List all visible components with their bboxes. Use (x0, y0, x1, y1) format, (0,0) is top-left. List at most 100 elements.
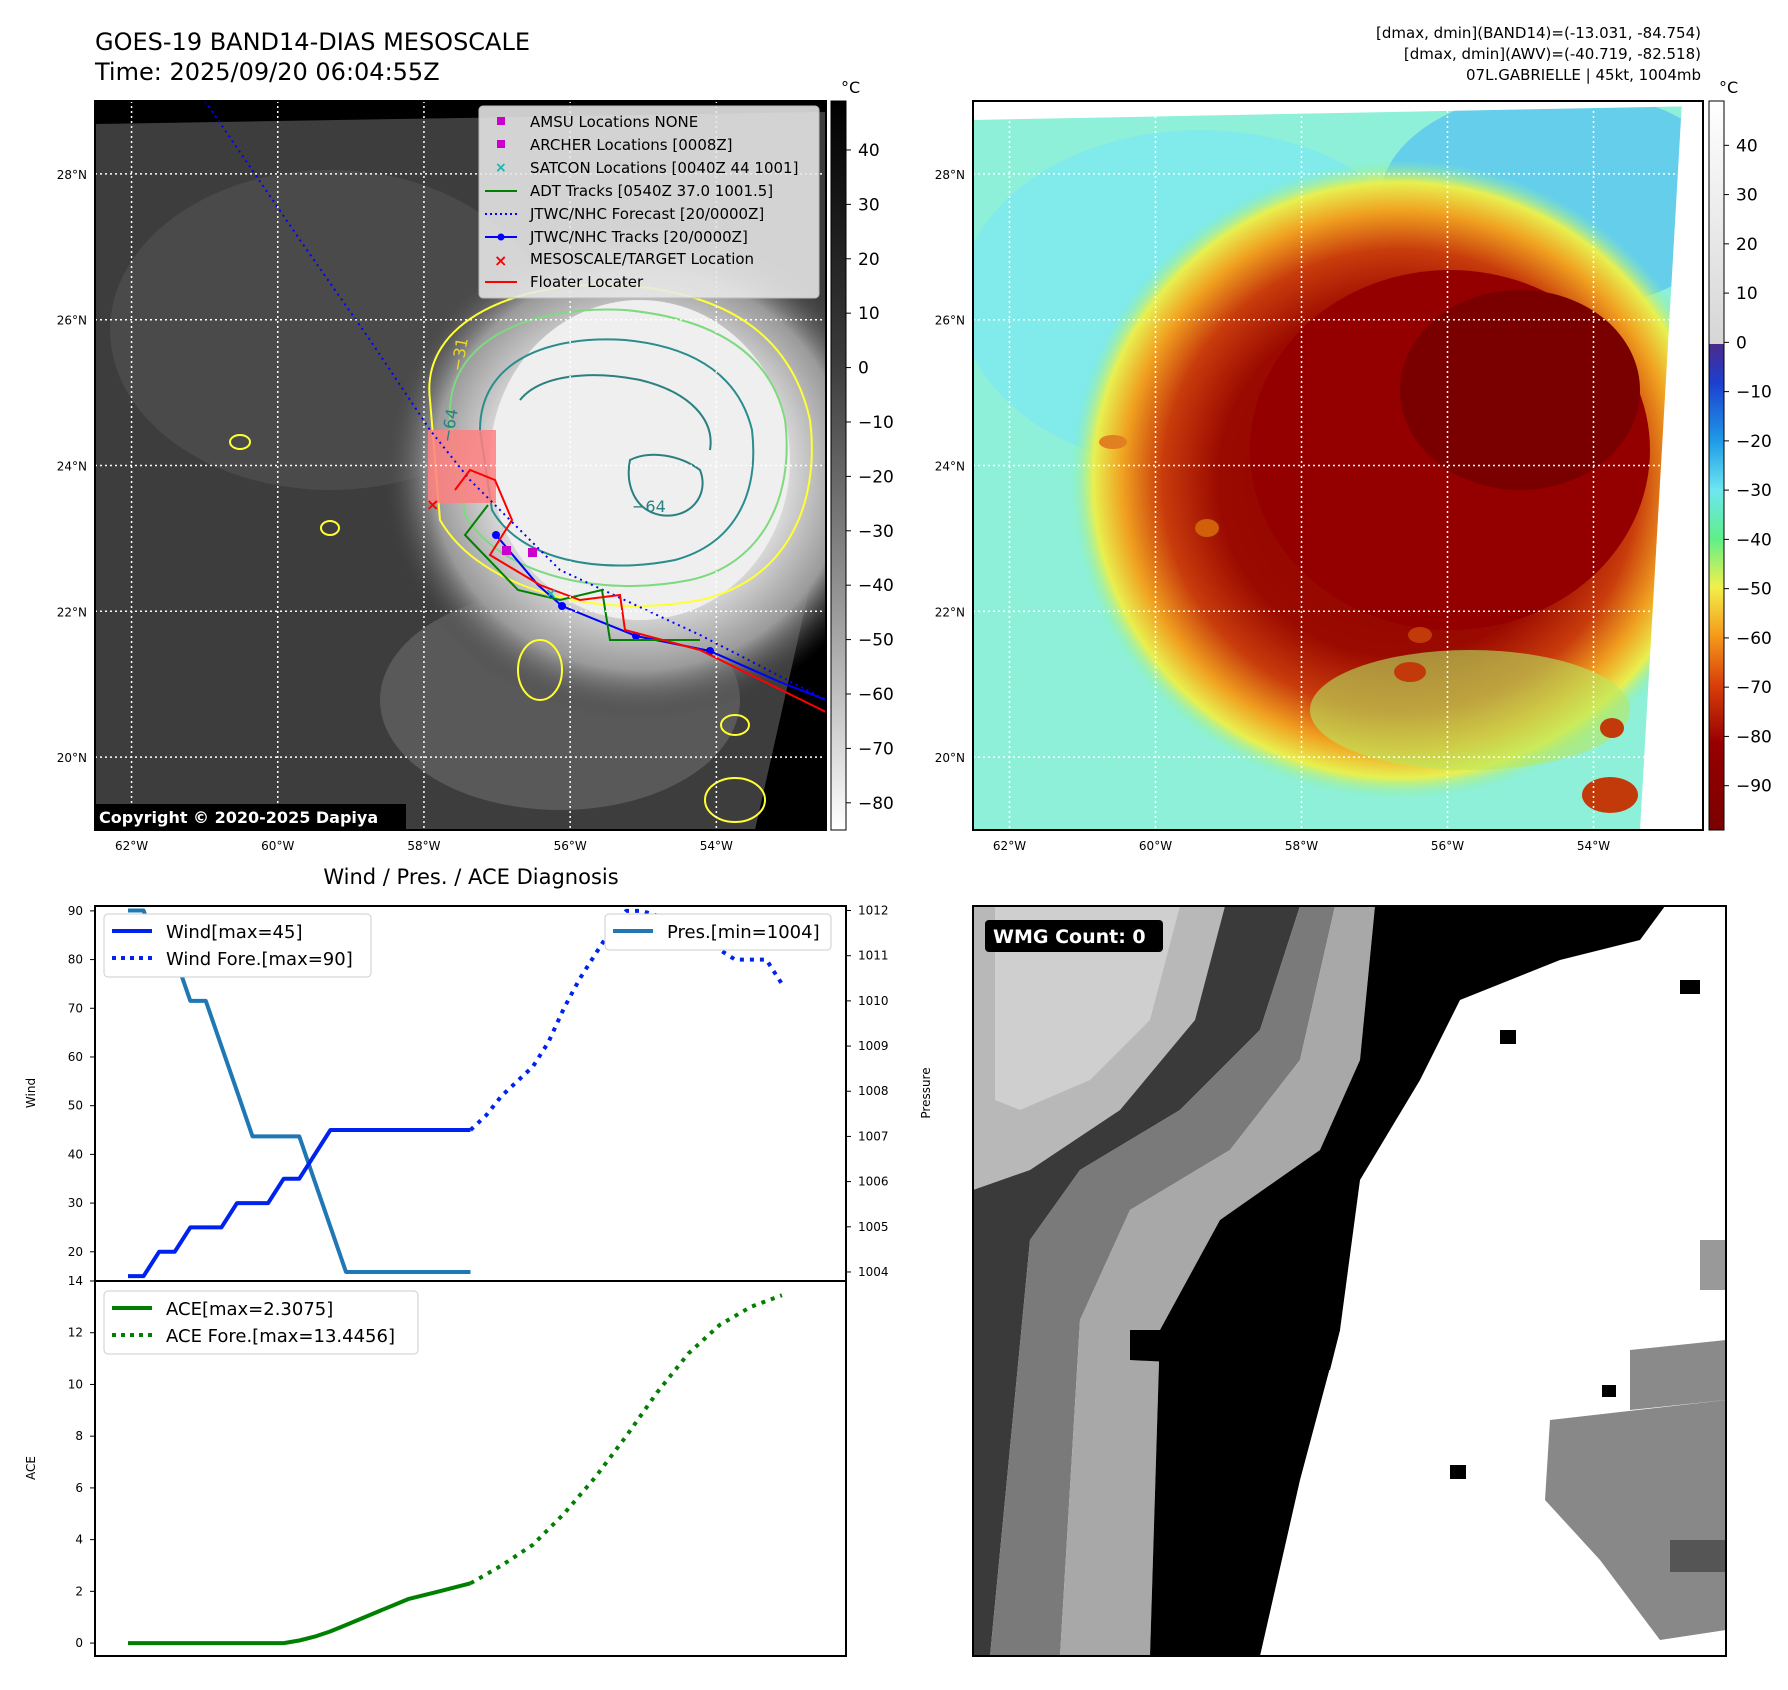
colorbar-tick-label: −20 (1736, 432, 1772, 452)
lat-tick-label: 26°N (57, 314, 87, 328)
pres-legend: Pres.[min=1004] (604, 913, 832, 951)
pres-tick-label: 1010 (858, 994, 889, 1008)
pres-tick-label: 1009 (858, 1039, 889, 1053)
colorbar-tick-label: −70 (858, 739, 894, 759)
lon-tick-label: 62°W (115, 839, 148, 853)
pres-tick-label: 1005 (858, 1220, 889, 1234)
ace-tick-label: 8 (75, 1429, 83, 1443)
colorbar-tick-label: −90 (1736, 777, 1772, 797)
ace-tick-label: 14 (68, 1274, 83, 1288)
ir-map-panel: × × −64 −64 −31 28°N26°N24°N22°N20°N 62°… (57, 100, 827, 853)
legend-marker-amsu (497, 117, 505, 125)
lon-tick-label: 56°W (1431, 839, 1464, 853)
colorbar-tick-label: −50 (1736, 580, 1772, 600)
ace-axis-label: ACE (24, 1456, 38, 1480)
wind-tick-label: 80 (68, 953, 83, 967)
colorbar-tick-label: 20 (1736, 235, 1758, 255)
colorbar-tick-label: −40 (858, 576, 894, 596)
colorbar-tick-label: −70 (1736, 678, 1772, 698)
colorbar-tick-label: 20 (858, 250, 880, 270)
contour-label: −64 (632, 497, 666, 516)
adt-track (463, 504, 700, 641)
colorbar-tick-label: −20 (858, 467, 894, 487)
legend-pres: Pres.[min=1004] (667, 922, 820, 943)
diagnosis-panel: Wind / Pres. / ACE Diagnosis Wind Pressu… (24, 865, 933, 1657)
ace-tick-label: 10 (68, 1377, 83, 1391)
lat-tick-label: 24°N (935, 460, 965, 474)
colorbar-tick-label: 30 (858, 195, 880, 215)
colorbar-tick-label: 0 (858, 359, 869, 379)
diagnosis-title: Wind / Pres. / ACE Diagnosis (323, 865, 618, 889)
info-awv: [dmax, dmin](AWV)=(-40.719, -82.518) (1404, 45, 1701, 63)
lat-tick-label: 28°N (935, 168, 965, 182)
lon-tick-label: 54°W (1577, 839, 1610, 853)
wind-axis-label: Wind (24, 1078, 38, 1108)
colorbar-tick-label: 10 (1736, 284, 1758, 304)
wind-forecast-series-line (469, 908, 784, 1132)
lat-tick-label: 20°N (57, 751, 87, 765)
awv-colorbar-unit: °C (1719, 78, 1738, 97)
svg-text:×: × (545, 586, 557, 602)
floater-locater-track (454, 468, 826, 713)
pres-tick-label: 1004 (858, 1265, 889, 1279)
lat-tick-label: 26°N (935, 314, 965, 328)
wind-tick-label: 60 (68, 1050, 83, 1064)
copyright-text: Copyright © 2020-2025 Dapiya (99, 808, 378, 827)
legend-label: ARCHER Locations [0008Z] (530, 136, 733, 154)
wind-tick-label: 70 (68, 1001, 83, 1015)
figure-time: Time: 2025/09/20 06:04:55Z (94, 58, 440, 86)
legend-label: MESOSCALE/TARGET Location (530, 250, 754, 268)
wind-tick-label: 30 (68, 1196, 83, 1210)
legend-label: AMSU Locations NONE (530, 113, 698, 131)
legend-wind: Wind[max=45] (166, 922, 303, 943)
colorbar-tick-label: 30 (1736, 186, 1758, 206)
wind-legend: Wind[max=45] Wind Fore.[max=90] (103, 913, 372, 978)
legend-ace-fore: ACE Fore.[max=13.4456] (166, 1326, 395, 1347)
ace-tick-label: 4 (75, 1533, 83, 1547)
colorbar-tick-label: 0 (1736, 333, 1747, 353)
legend-marker-satcon: × (495, 160, 507, 176)
colorbar-tick-label: 40 (1736, 136, 1758, 156)
pressure-axis-label: Pressure (919, 1067, 933, 1118)
legend-label: SATCON Locations [0040Z 44 1001] (530, 159, 798, 177)
colorbar-tick-label: 40 (858, 141, 880, 161)
pres-tick-label: 1011 (858, 949, 889, 963)
colorbar-tick-label: −10 (858, 413, 894, 433)
info-storm: 07L.GABRIELLE | 45kt, 1004mb (1466, 66, 1701, 84)
lon-tick-label: 58°W (1285, 839, 1318, 853)
colorbar-tick-label: −50 (858, 631, 894, 651)
svg-text:×: × (426, 495, 439, 514)
legend-ace: ACE[max=2.3075] (166, 1299, 333, 1320)
pres-tick-label: 1008 (858, 1084, 889, 1098)
wind-tick-label: 40 (68, 1147, 83, 1161)
wind-tick-label: 20 (68, 1245, 83, 1259)
map-legend: AMSU Locations NONE ARCHER Locations [00… (478, 105, 820, 299)
legend-label: JTWC/NHC Tracks [20/0000Z] (529, 228, 748, 246)
lat-tick-label: 22°N (57, 605, 87, 619)
lon-tick-label: 62°W (993, 839, 1026, 853)
wmg-panel: WMG Count: 0 (972, 905, 1727, 1657)
pres-tick-label: 1012 (858, 904, 889, 918)
legend-label: Floater Locater (530, 273, 644, 291)
ace-legend: ACE[max=2.3075] ACE Fore.[max=13.4456] (103, 1290, 419, 1355)
colorbar-tick-label: −40 (1736, 530, 1772, 550)
legend-label: JTWC/NHC Forecast [20/0000Z] (529, 205, 764, 223)
colorbar-tick-label: 10 (858, 304, 880, 324)
info-band14: [dmax, dmin](BAND14)=(-13.031, -84.754) (1376, 24, 1701, 42)
legend-label: ADT Tracks [0540Z 37.0 1001.5] (530, 182, 773, 200)
ace-tick-label: 6 (75, 1481, 83, 1495)
legend-marker-target: × (494, 251, 507, 270)
pressure-series-line (128, 908, 471, 1274)
wind-tick-label: 90 (68, 904, 83, 918)
ace-series-line (128, 1581, 471, 1646)
pres-tick-label: 1007 (858, 1129, 889, 1143)
awv-colorbar: °C 40 30 20 10 0 −10 −20 −30 −40 −50 −60 −70 −80 −90 (1708, 78, 1772, 831)
ir-colorbar: °C 40 30 20 10 0 −10 −20 −30 −40 −50 −60 −70 −80 (830, 78, 894, 831)
colorbar-tick-label: −60 (1736, 629, 1772, 649)
lat-tick-label: 20°N (935, 751, 965, 765)
legend-wind-fore: Wind Fore.[max=90] (166, 949, 353, 970)
colorbar-tick-label: −60 (858, 685, 894, 705)
awv-gridlines (973, 101, 1703, 830)
pres-tick-label: 1006 (858, 1175, 889, 1189)
